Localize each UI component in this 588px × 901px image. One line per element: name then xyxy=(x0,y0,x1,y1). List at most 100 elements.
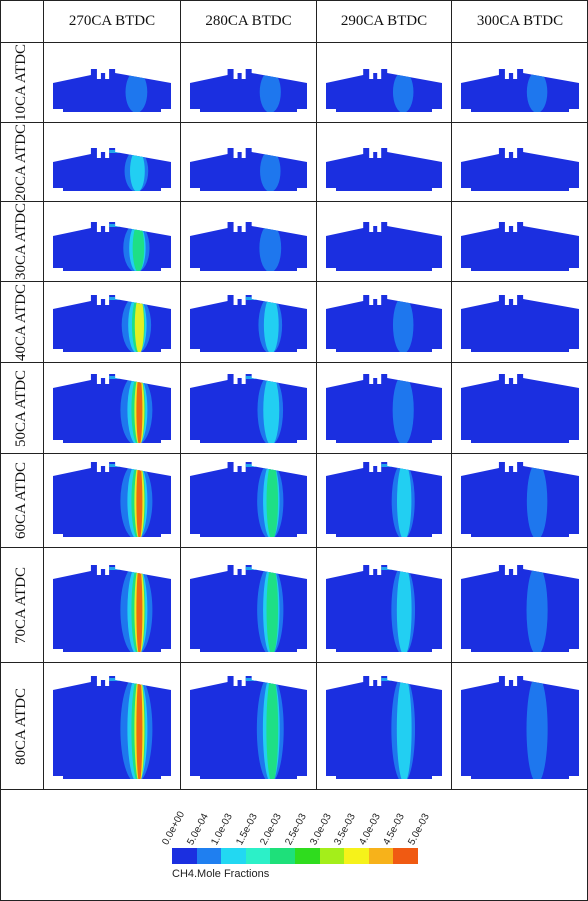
roof-streak xyxy=(381,567,412,570)
concentration-plume xyxy=(134,296,145,352)
roof-streak xyxy=(245,567,276,570)
row-header: 70CA ATDC xyxy=(13,566,30,644)
legend-color-segment xyxy=(368,848,394,864)
concentration-plume xyxy=(526,71,548,112)
cylinder-domain xyxy=(190,69,307,112)
cylinder-domain xyxy=(53,565,171,652)
legend-color-segment xyxy=(221,848,247,864)
concentration-plume xyxy=(392,374,414,443)
concentration-plume xyxy=(260,150,281,191)
cylinder-domain xyxy=(190,565,307,652)
concentration-plume xyxy=(132,223,145,271)
column-header: 280CA BTDC xyxy=(205,12,292,29)
grid-line xyxy=(180,0,181,789)
legend-color-segment xyxy=(393,848,419,864)
roof-streak xyxy=(109,297,140,300)
contour-plot xyxy=(461,676,579,779)
cylinder-domain xyxy=(461,69,579,112)
legend-color-segment xyxy=(196,848,222,864)
concentration-plume xyxy=(263,374,280,443)
contour-cell xyxy=(459,461,581,540)
contour-cell xyxy=(324,555,444,655)
contour-cell xyxy=(51,289,173,355)
grid-line xyxy=(0,789,588,790)
contour-cell xyxy=(324,670,444,782)
concentration-plume xyxy=(396,565,412,652)
concentration-plume xyxy=(136,676,143,779)
contour-cell xyxy=(51,209,173,274)
column-header: 300CA BTDC xyxy=(476,12,564,29)
contour-plot xyxy=(461,69,579,112)
concentration-plume xyxy=(266,565,279,652)
contour-plot xyxy=(326,69,442,112)
contour-plot xyxy=(190,69,307,112)
concentration-plume xyxy=(526,462,548,537)
grid-line xyxy=(0,547,588,548)
contour-cell xyxy=(188,670,309,782)
contour-plot xyxy=(53,295,171,352)
roof-streak xyxy=(245,464,276,467)
row-header: 60CA ATDC xyxy=(13,461,30,540)
roof-streak xyxy=(245,297,276,300)
roof-streak xyxy=(109,224,140,227)
cylinder-domain xyxy=(461,565,579,652)
contour-plot xyxy=(461,222,579,271)
contour-plot xyxy=(190,222,307,271)
cylinder-domain xyxy=(461,374,579,443)
contour-plot xyxy=(53,565,171,652)
roof-streak xyxy=(109,678,140,681)
contour-plot xyxy=(53,462,171,537)
cylinder-domain xyxy=(53,295,171,352)
cylinder-domain xyxy=(326,676,442,779)
contour-cell xyxy=(324,209,444,274)
grid-line xyxy=(0,42,588,43)
concentration-plume xyxy=(526,565,548,652)
concentration-plume xyxy=(136,565,143,652)
cylinder-domain xyxy=(326,295,442,352)
contour-cell xyxy=(459,209,581,274)
contour-plot xyxy=(53,148,171,191)
legend-color-segment xyxy=(295,848,321,864)
grid-line xyxy=(0,662,588,663)
column-header: 290CA BTDC xyxy=(340,12,428,29)
concentration-plume xyxy=(266,676,279,779)
grid-line xyxy=(316,0,317,789)
row-header: 10CA ATDC xyxy=(13,43,30,122)
cylinder-domain xyxy=(190,676,307,779)
concentration-plume xyxy=(263,296,279,352)
grid-line xyxy=(451,0,452,789)
row-header: 20CA ATDC xyxy=(13,123,30,201)
contour-cell xyxy=(324,461,444,540)
contour-plot xyxy=(53,69,171,112)
contour-plot xyxy=(190,295,307,352)
cylinder-domain xyxy=(53,374,171,443)
contour-plot xyxy=(326,222,442,271)
contour-cell xyxy=(188,289,309,355)
roof-streak xyxy=(381,464,412,467)
contour-plot xyxy=(326,374,442,443)
legend-color-segment xyxy=(172,848,198,864)
grid-line xyxy=(0,122,588,123)
concentration-plume xyxy=(526,676,548,779)
grid-line xyxy=(0,281,588,282)
contour-plot xyxy=(461,374,579,443)
contour-cell xyxy=(459,289,581,355)
contour-cell xyxy=(324,370,444,446)
grid-line xyxy=(43,0,44,789)
cylinder-domain xyxy=(190,222,307,271)
contour-plot xyxy=(326,565,442,652)
legend-color-segment xyxy=(319,848,345,864)
contour-plot xyxy=(190,148,307,191)
roof-streak xyxy=(109,567,140,570)
concentration-plume xyxy=(392,296,414,352)
contour-cell xyxy=(51,670,173,782)
cylinder-domain xyxy=(53,462,171,537)
cylinder-domain xyxy=(53,69,171,112)
contour-plot xyxy=(326,676,442,779)
contour-cell xyxy=(324,50,444,115)
contour-cell xyxy=(459,670,581,782)
concentration-plume xyxy=(136,374,143,443)
column-header: 270CA BTDC xyxy=(68,12,156,29)
contour-cell xyxy=(188,370,309,446)
